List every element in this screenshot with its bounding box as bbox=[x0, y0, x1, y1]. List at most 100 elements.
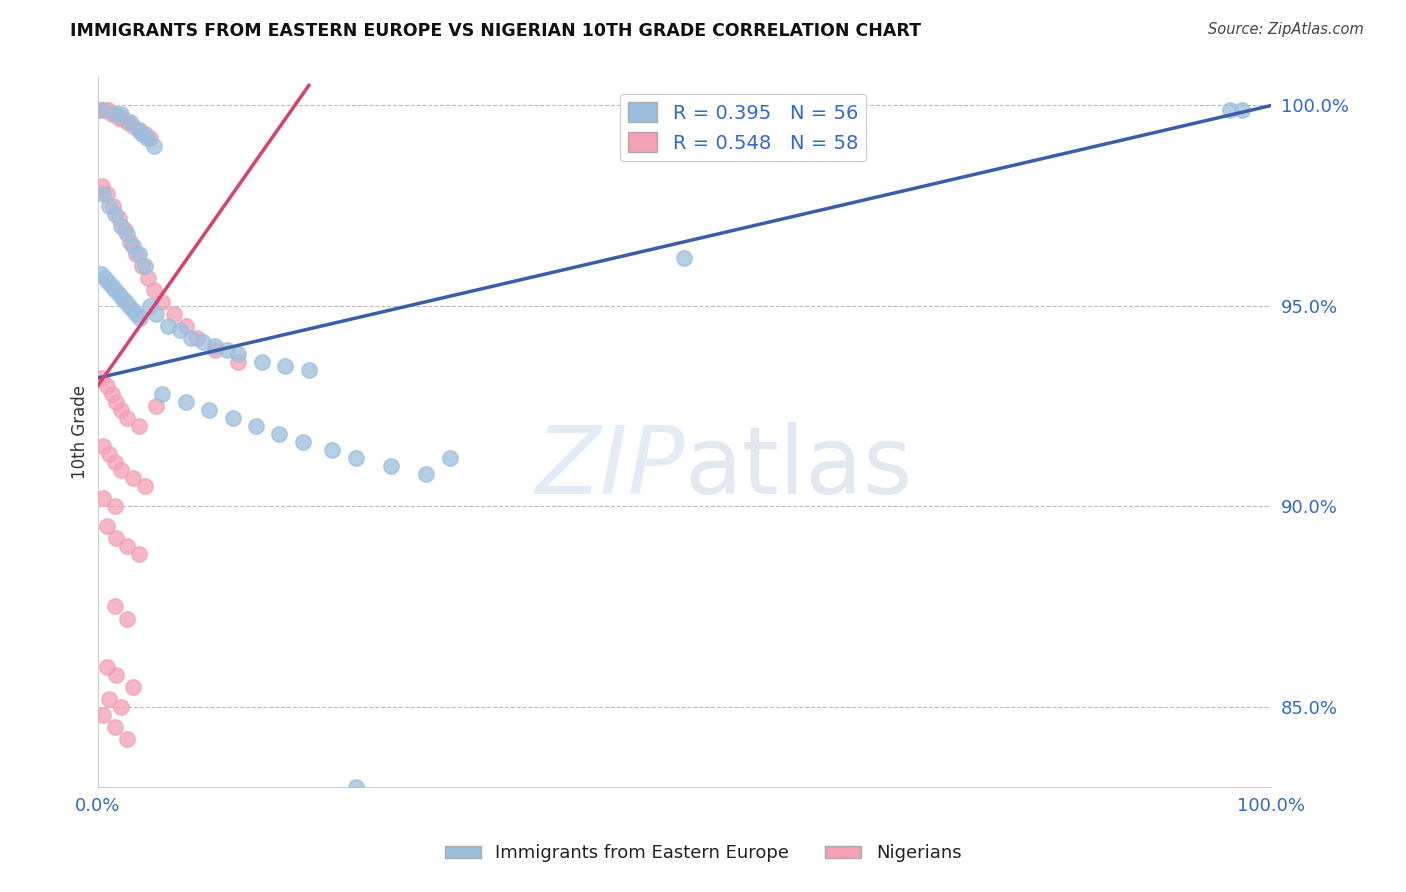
Point bbox=[250, 355, 273, 369]
Point bbox=[139, 299, 162, 313]
Point bbox=[291, 435, 314, 450]
Point bbox=[145, 307, 167, 321]
Point bbox=[118, 299, 141, 313]
Point bbox=[228, 355, 250, 369]
Point bbox=[110, 219, 132, 233]
Point bbox=[215, 343, 238, 357]
Point bbox=[104, 106, 127, 120]
Point bbox=[107, 111, 129, 125]
Point bbox=[121, 302, 143, 317]
Point bbox=[139, 130, 162, 145]
Point bbox=[101, 199, 124, 213]
Point bbox=[274, 359, 297, 373]
Point bbox=[97, 275, 120, 289]
Point bbox=[134, 259, 156, 273]
Legend: R = 0.395   N = 56, R = 0.548   N = 58: R = 0.395 N = 56, R = 0.548 N = 58 bbox=[620, 95, 866, 161]
Point bbox=[104, 455, 127, 469]
Point bbox=[128, 247, 150, 261]
Point bbox=[131, 259, 153, 273]
Point bbox=[96, 186, 118, 201]
Point bbox=[100, 106, 122, 120]
Point bbox=[136, 270, 159, 285]
Point bbox=[104, 207, 127, 221]
Point bbox=[198, 403, 221, 417]
Point bbox=[121, 119, 143, 133]
Point bbox=[142, 283, 165, 297]
Point bbox=[110, 106, 132, 120]
Legend: Immigrants from Eastern Europe, Nigerians: Immigrants from Eastern Europe, Nigerian… bbox=[437, 838, 969, 870]
Point bbox=[415, 467, 437, 482]
Point bbox=[93, 439, 115, 453]
Point bbox=[110, 699, 132, 714]
Point bbox=[115, 540, 138, 554]
Point bbox=[128, 122, 150, 136]
Point bbox=[298, 363, 321, 377]
Point bbox=[174, 318, 197, 333]
Point bbox=[93, 186, 115, 201]
Point bbox=[121, 471, 143, 485]
Point bbox=[135, 130, 157, 145]
Point bbox=[204, 343, 226, 357]
Point bbox=[180, 331, 202, 345]
Point bbox=[131, 127, 153, 141]
Point bbox=[269, 427, 291, 442]
Y-axis label: 10th Grade: 10th Grade bbox=[72, 385, 89, 479]
Point bbox=[1230, 103, 1253, 117]
Text: atlas: atlas bbox=[685, 422, 912, 514]
Point bbox=[128, 419, 150, 434]
Point bbox=[145, 399, 167, 413]
Point bbox=[439, 451, 461, 466]
Point bbox=[115, 611, 138, 625]
Point bbox=[156, 318, 179, 333]
Point bbox=[107, 211, 129, 225]
Point bbox=[221, 411, 243, 425]
Point bbox=[100, 278, 122, 293]
Point bbox=[121, 239, 143, 253]
Point bbox=[163, 307, 186, 321]
Point bbox=[380, 459, 402, 474]
Text: ZIP: ZIP bbox=[534, 422, 685, 513]
Point bbox=[120, 114, 142, 128]
Point bbox=[104, 500, 127, 514]
Point bbox=[114, 294, 136, 309]
Point bbox=[105, 532, 128, 546]
Point bbox=[93, 707, 115, 722]
Point bbox=[111, 291, 134, 305]
Point bbox=[115, 227, 138, 241]
Point bbox=[91, 371, 114, 385]
Point bbox=[115, 114, 138, 128]
Point bbox=[134, 479, 156, 493]
Point bbox=[93, 270, 115, 285]
Point bbox=[98, 691, 121, 706]
Point bbox=[150, 294, 173, 309]
Point bbox=[104, 720, 127, 734]
Point bbox=[104, 283, 127, 297]
Point bbox=[114, 223, 136, 237]
Point bbox=[104, 599, 127, 614]
Point bbox=[245, 419, 267, 434]
Point bbox=[96, 659, 118, 673]
Point bbox=[98, 199, 121, 213]
Point bbox=[344, 451, 367, 466]
Point bbox=[1219, 103, 1241, 117]
Point bbox=[107, 286, 129, 301]
Point bbox=[90, 267, 112, 281]
Point bbox=[673, 251, 696, 265]
Point bbox=[105, 395, 128, 409]
Point bbox=[93, 103, 115, 117]
Point bbox=[110, 403, 132, 417]
Point bbox=[321, 443, 343, 458]
Point bbox=[204, 339, 226, 353]
Point bbox=[344, 780, 367, 794]
Text: IMMIGRANTS FROM EASTERN EUROPE VS NIGERIAN 10TH GRADE CORRELATION CHART: IMMIGRANTS FROM EASTERN EUROPE VS NIGERI… bbox=[70, 22, 921, 40]
Point bbox=[142, 138, 165, 153]
Point bbox=[96, 379, 118, 393]
Point bbox=[115, 731, 138, 746]
Point bbox=[150, 387, 173, 401]
Point bbox=[134, 127, 156, 141]
Point bbox=[100, 387, 122, 401]
Point bbox=[111, 111, 134, 125]
Text: Source: ZipAtlas.com: Source: ZipAtlas.com bbox=[1208, 22, 1364, 37]
Point bbox=[125, 247, 148, 261]
Point bbox=[128, 122, 150, 136]
